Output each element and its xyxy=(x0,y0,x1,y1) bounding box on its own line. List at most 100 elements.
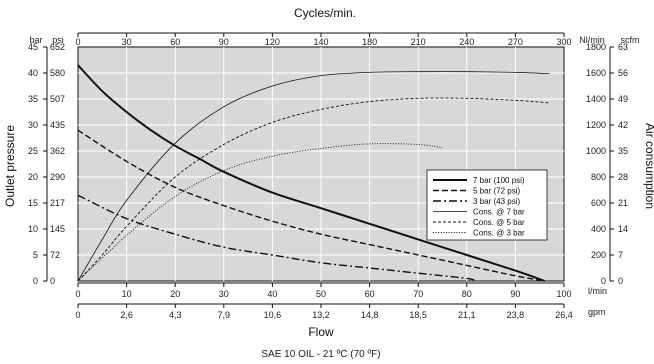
legend-label: 3 bar (43 psi) xyxy=(473,197,520,206)
x-gpm-tick-label: 4,3 xyxy=(169,310,182,320)
y-bar-tick-label: 15 xyxy=(28,198,38,208)
y-psi-tick-label: 362 xyxy=(50,146,65,156)
y-psi-tick-label: 0 xyxy=(50,276,55,286)
y-scfm-tick-label: 28 xyxy=(618,172,628,182)
x-cycles-tick-label: 30 xyxy=(122,37,132,47)
y-nlmin-tick-label: 800 xyxy=(591,172,606,182)
y-psi-tick-label: 217 xyxy=(50,198,65,208)
footnote: SAE 10 OIL - 21 ºC (70 ºF) xyxy=(261,349,380,360)
y-scfm-tick-label: 14 xyxy=(618,224,628,234)
x-lmin-tick-label: 40 xyxy=(267,289,277,299)
series-line-1 xyxy=(77,64,545,282)
x-lmin-tick-label: 80 xyxy=(462,289,472,299)
legend-label: Cons. @ 7 bar xyxy=(473,208,525,217)
left-axis-title: Outlet pressure xyxy=(3,125,17,207)
left-unit-psi: psi xyxy=(52,35,64,45)
y-psi-tick-label: 507 xyxy=(50,94,65,104)
x-cycles-tick-label: 140 xyxy=(313,37,328,47)
y-scfm-tick-label: 0 xyxy=(618,276,623,286)
x-lmin-tick-label: 60 xyxy=(365,289,375,299)
x-lmin-tick-label: 100 xyxy=(556,289,571,299)
legend-label: 7 bar (100 psi) xyxy=(473,176,525,185)
series-layer xyxy=(77,64,550,282)
y-scfm-tick-label: 49 xyxy=(618,94,628,104)
y-nlmin-tick-label: 1800 xyxy=(586,42,606,52)
y-nlmin-tick-label: 1600 xyxy=(586,68,606,78)
x-cycles-tick-label: 90 xyxy=(219,37,229,47)
y-psi-tick-label: 652 xyxy=(50,42,65,52)
x-gpm-tick-label: 10,6 xyxy=(264,310,282,320)
y-bar-tick-label: 25 xyxy=(28,146,38,156)
x-gpm-tick-label: 23,8 xyxy=(507,310,525,320)
x-lmin-tick-label: 50 xyxy=(316,289,326,299)
grid-layer xyxy=(78,47,564,281)
x-lmin-tick-label: 20 xyxy=(170,289,180,299)
legend-box xyxy=(426,169,548,241)
x-cycles-tick-label: 210 xyxy=(411,37,426,47)
series-line-6 xyxy=(77,143,443,282)
legend: 7 bar (100 psi) 5 bar (72 psi)3 bar (43 p… xyxy=(426,169,548,241)
x-cycles-tick-label: 60 xyxy=(170,37,180,47)
y-scfm-tick-label: 63 xyxy=(618,42,628,52)
x-gpm-tick-label: 0 xyxy=(75,310,80,320)
x-lmin-tick-label: 70 xyxy=(413,289,423,299)
y-nlmin-tick-label: 1400 xyxy=(586,94,606,104)
y-nlmin-tick-label: 400 xyxy=(591,224,606,234)
x-gpm-tick-label: 18,5 xyxy=(409,310,427,320)
right-unit-nlmin: Nl/min xyxy=(579,35,605,45)
y-scfm-tick-label: 35 xyxy=(618,146,628,156)
x-gpm-tick-label: 13,2 xyxy=(312,310,330,320)
ticks-layer: 00102,6204,3307,94010,65013,26014,87018,… xyxy=(28,33,628,320)
legend-label: 5 bar (72 psi) xyxy=(473,187,520,196)
bottom-axis-title: Flow xyxy=(308,325,334,339)
y-scfm-tick-label: 42 xyxy=(618,120,628,130)
x-cycles-tick-label: 120 xyxy=(265,37,280,47)
x-lmin-tick-label: 10 xyxy=(122,289,132,299)
left-unit-bar: bar xyxy=(29,35,42,45)
y-nlmin-tick-label: 1000 xyxy=(586,146,606,156)
y-nlmin-tick-label: 0 xyxy=(601,276,606,286)
x-cycles-tick-label: 0 xyxy=(75,37,80,47)
y-bar-tick-label: 20 xyxy=(28,172,38,182)
bottom-unit-gpm: gpm xyxy=(588,307,606,317)
x-gpm-tick-label: 21,1 xyxy=(458,310,476,320)
y-psi-tick-label: 290 xyxy=(50,172,65,182)
x-cycles-tick-label: 270 xyxy=(508,37,523,47)
y-nlmin-tick-label: 600 xyxy=(591,198,606,208)
y-nlmin-tick-label: 1200 xyxy=(586,120,606,130)
top-axis-title: Cycles/min. xyxy=(294,6,356,20)
legend-label: Cons. @ 3 bar xyxy=(473,229,525,238)
y-bar-tick-label: 0 xyxy=(33,276,38,286)
y-bar-tick-label: 40 xyxy=(28,68,38,78)
right-axis-title: Air consumption xyxy=(643,123,654,209)
y-bar-tick-label: 45 xyxy=(28,42,38,52)
x-cycles-tick-label: 240 xyxy=(459,37,474,47)
series-line-4 xyxy=(77,71,550,282)
x-cycles-tick-label: 180 xyxy=(362,37,377,47)
y-psi-tick-label: 145 xyxy=(50,224,65,234)
bottom-unit-lmin: l/min xyxy=(588,286,607,296)
series-line-3 xyxy=(77,194,477,282)
y-scfm-tick-label: 7 xyxy=(618,250,623,260)
series-line-5 xyxy=(77,97,550,282)
y-psi-tick-label: 72 xyxy=(50,250,60,260)
x-lmin-tick-label: 30 xyxy=(219,289,229,299)
x-lmin-tick-label: 90 xyxy=(510,289,520,299)
x-gpm-tick-label: 2,6 xyxy=(120,310,133,320)
y-scfm-tick-label: 56 xyxy=(618,68,628,78)
y-nlmin-tick-label: 200 xyxy=(591,250,606,260)
y-bar-tick-label: 5 xyxy=(33,250,38,260)
x-gpm-tick-label: 7,9 xyxy=(218,310,231,320)
right-unit-scfm: scfm xyxy=(621,35,640,45)
y-psi-tick-label: 580 xyxy=(50,68,65,78)
y-bar-tick-label: 10 xyxy=(28,224,38,234)
x-gpm-tick-label: 26,4 xyxy=(555,310,573,320)
series-line-2 xyxy=(77,129,545,282)
x-cycles-tick-label: 300 xyxy=(556,37,571,47)
x-lmin-tick-label: 0 xyxy=(75,289,80,299)
y-scfm-tick-label: 21 xyxy=(618,198,628,208)
legend-label: Cons. @ 5 bar xyxy=(473,218,525,227)
x-gpm-tick-label: 14,8 xyxy=(361,310,379,320)
y-psi-tick-label: 435 xyxy=(50,120,65,130)
